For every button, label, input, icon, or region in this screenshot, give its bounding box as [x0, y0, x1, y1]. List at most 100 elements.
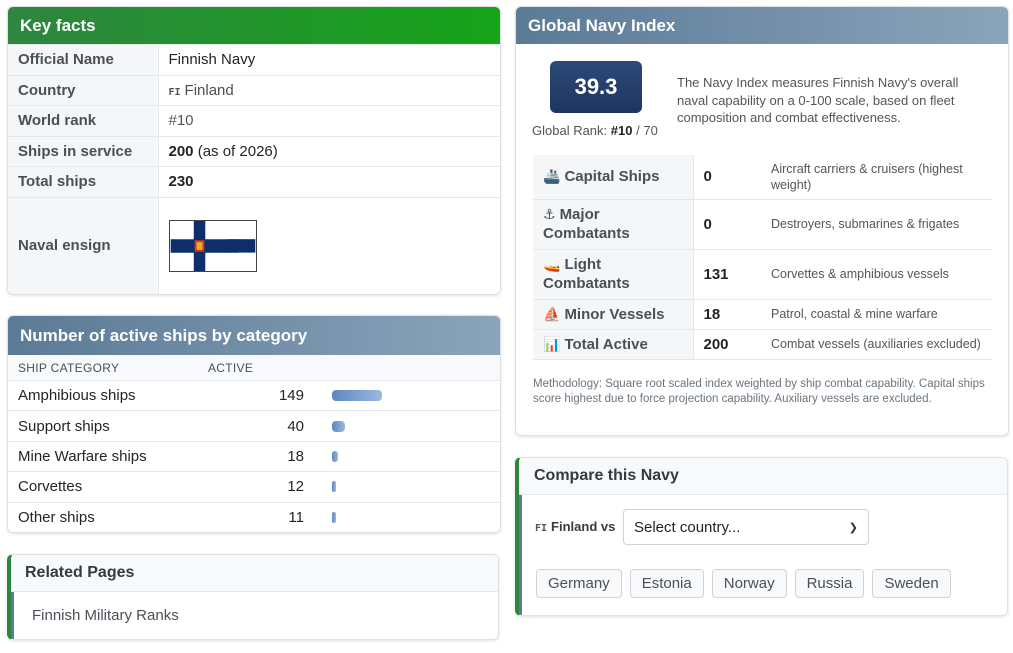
- ship-category-bar-cell: [308, 511, 336, 523]
- index-category-value: 18: [693, 299, 771, 330]
- table-row: World rank #10: [8, 105, 500, 136]
- compare-title: Compare this Navy: [519, 458, 1007, 495]
- table-header: SHIP CATEGORY ACTIVE: [8, 355, 500, 380]
- index-category-name: Light Combatants: [543, 256, 630, 292]
- table-row: Ships in service 200 (as of 2026): [8, 135, 500, 167]
- ship-category-count: 18: [287, 447, 304, 465]
- compare-vs-label: Finland vs: [551, 519, 616, 534]
- total-ships-value: 230: [168, 173, 194, 191]
- compare-navy-card: Compare this Navy FI Finland vs Select co…: [515, 457, 1008, 616]
- column-header-category: SHIP CATEGORY: [18, 360, 120, 375]
- related-link-finnish-military-ranks[interactable]: Finnish Military Ranks: [11, 592, 498, 639]
- ship-category-bar-cell: [308, 450, 338, 462]
- index-category: ⚓ Major Combatants: [533, 199, 694, 250]
- index-category-value: 0: [693, 199, 771, 250]
- table-row: Corvettes 12: [8, 471, 500, 501]
- table-row: Amphibious ships 149: [8, 380, 500, 410]
- index-category-description: Corvettes & amphibious vessels: [771, 249, 993, 300]
- ships-by-category-title: Number of active ships by category: [8, 316, 500, 355]
- index-category-value: 200: [693, 329, 771, 360]
- table-row: ⛵ Minor Vessels 18 Patrol, coastal & mine w…: [533, 299, 993, 330]
- key-facts-table: Official Name Finnish Navy Country FI Fin…: [8, 44, 500, 294]
- ship-category-bar: [332, 390, 382, 402]
- related-pages-title: Related Pages: [11, 555, 498, 592]
- table-row: Other ships 11: [8, 501, 500, 532]
- index-category-description: Destroyers, submarines & frigates: [771, 199, 993, 250]
- index-category-value: 131: [693, 249, 771, 300]
- index-category: ⛵ Minor Vessels: [533, 299, 694, 330]
- index-category-description: Aircraft carriers & cruisers (highest we…: [771, 155, 993, 200]
- country-select[interactable]: Select country... ❯: [623, 509, 869, 545]
- index-category-name: Minor Vessels: [564, 305, 665, 323]
- navy-index-score: 39.3: [550, 61, 642, 113]
- related-pages-card: Related Pages Finnish Military Ranks: [7, 554, 499, 640]
- global-navy-index-title: Global Navy Index: [516, 7, 1008, 44]
- compare-button-sweden[interactable]: Sweden: [872, 569, 951, 598]
- country-select-value: Select country...: [634, 518, 741, 536]
- fact-label: Total ships: [8, 166, 159, 197]
- navy-index-breakdown-table: 🚢 Capital Ships 0 Aircraft carriers & cruis…: [533, 155, 993, 360]
- ship-category-bar-cell: [308, 481, 336, 493]
- table-row: ⚓ Major Combatants 0 Destroyers, submarines…: [533, 199, 993, 250]
- ship-category-count: 149: [278, 387, 304, 405]
- chevron-down-icon: ❯: [848, 521, 858, 534]
- compare-button-estonia[interactable]: Estonia: [629, 569, 704, 598]
- index-category-name: Major Combatants: [543, 206, 630, 242]
- column-header-active: ACTIVE: [208, 360, 254, 375]
- country-code: FI: [168, 86, 181, 98]
- global-navy-index-card: Global Navy Index 39.3 Global Rank: #10 …: [515, 6, 1009, 436]
- fact-label: Country: [8, 74, 159, 106]
- index-category: 🚤 Light Combatants: [533, 249, 694, 300]
- fact-value: Finnish Navy: [158, 44, 500, 75]
- ship-category-name: Amphibious ships: [18, 387, 136, 405]
- ship-category-name: Support ships: [18, 417, 110, 435]
- ships-in-service-value: 200: [168, 142, 194, 160]
- quick-compare-buttons: Germany Estonia Norway Russia Sweden: [536, 569, 951, 598]
- compare-button-russia[interactable]: Russia: [794, 569, 865, 598]
- fact-label: Ships in service: [8, 135, 159, 167]
- index-category: 🚢 Capital Ships: [533, 155, 694, 200]
- ships-in-service-note: (as of 2026): [197, 142, 278, 160]
- table-row: Official Name Finnish Navy: [8, 44, 500, 75]
- fact-value: 230: [158, 166, 500, 197]
- fact-value: FI Finland: [158, 74, 500, 106]
- ship-icon: 🚢: [543, 168, 561, 185]
- fact-label: Official Name: [8, 44, 159, 75]
- fact-label: Naval ensign: [8, 196, 159, 294]
- table-row: 🚢 Capital Ships 0 Aircraft carriers & cruis…: [533, 155, 993, 200]
- ships-by-category-card: Number of active ships by category SHIP …: [7, 315, 501, 533]
- ship-category-bar: [332, 511, 336, 523]
- table-row: Naval ensign: [8, 196, 500, 294]
- table-row: 📊 Total Active 200 Combat vessels (auxiliar…: [533, 329, 993, 360]
- index-category-description: Combat vessels (auxiliaries excluded): [771, 329, 993, 360]
- compare-button-germany[interactable]: Germany: [536, 569, 622, 598]
- global-rank-label: Global Rank:: [532, 123, 608, 138]
- ship-category-name: Corvettes: [18, 478, 83, 496]
- finnish-naval-ensign-image: [168, 219, 257, 272]
- global-rank-value: #10: [610, 123, 633, 138]
- fact-value: #10: [158, 105, 500, 136]
- country-code: FI: [535, 523, 548, 534]
- ship-category-name: Other ships: [18, 508, 95, 526]
- sailboat-icon: ⛵: [543, 305, 561, 322]
- index-category: 📊 Total Active: [533, 329, 694, 360]
- ship-category-bar: [332, 420, 345, 432]
- ship-category-bar-cell: [308, 390, 382, 402]
- fact-value: 200 (as of 2026): [158, 135, 500, 167]
- country-link[interactable]: Finland: [184, 81, 234, 99]
- fact-label: World rank: [8, 105, 159, 136]
- table-row: 🚤 Light Combatants 131 Corvettes & amphibio…: [533, 249, 993, 300]
- index-category-value: 0: [693, 155, 771, 200]
- global-rank: Global Rank: #10 / 70: [532, 123, 658, 138]
- table-row: Support ships 40: [8, 410, 500, 440]
- ship-category-count: 40: [287, 417, 304, 435]
- ship-category-name: Mine Warfare ships: [18, 447, 147, 465]
- ship-category-bar: [332, 481, 336, 493]
- speedboat-icon: 🚤: [543, 256, 561, 272]
- anchor-icon: ⚓: [543, 206, 556, 222]
- ships-category-rows: Amphibious ships 149 Support ships 40 Mine W…: [8, 380, 500, 532]
- bar-chart-icon: 📊: [543, 335, 561, 352]
- ship-category-count: 12: [287, 478, 304, 496]
- index-category-name: Capital Ships: [564, 168, 660, 186]
- compare-button-norway[interactable]: Norway: [711, 569, 787, 598]
